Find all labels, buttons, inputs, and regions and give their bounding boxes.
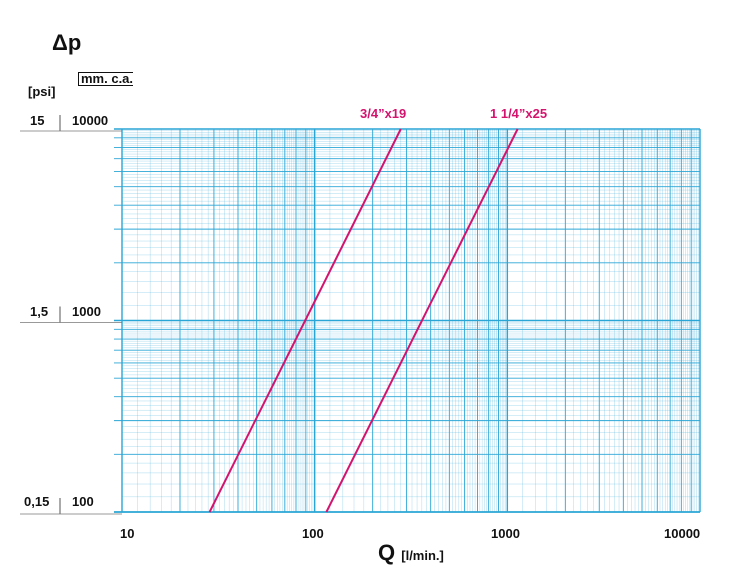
x-axis-title-text: Q — [378, 540, 396, 565]
y-tick-label-psi: 0,15 — [24, 494, 50, 509]
y-tick-label-mm: 100 — [72, 494, 94, 509]
series-label: 1 1/4”x25 — [490, 106, 548, 121]
chart-grid — [114, 128, 701, 513]
y-tick-label-mm: 10000 — [72, 113, 109, 128]
x-tick-label: 100 — [302, 526, 324, 541]
y-axis-unit-mm-text: mm. c.a. — [78, 72, 134, 86]
x-tick-label: 10 — [120, 526, 135, 541]
y-axis-title: Δp — [52, 30, 82, 55]
series-label: 3/4”x19 — [360, 106, 407, 121]
chart-curves — [208, 128, 519, 513]
x-tick-label: 10000 — [664, 526, 701, 541]
y-axis-unit-mm: mm. c.a. — [78, 72, 134, 86]
y-tick-label-psi: 1,5 — [30, 304, 49, 319]
y-axis-unit-psi: [psi] — [28, 84, 56, 99]
psi-separators — [20, 115, 122, 515]
series-line — [325, 128, 519, 513]
y-tick-label-psi: 15 — [30, 113, 45, 128]
series-line — [208, 128, 402, 513]
x-axis-unit: [l/min.] — [401, 548, 444, 563]
x-axis-title: Q [l/min.] — [378, 540, 444, 566]
y-tick-label-mm: 1000 — [72, 304, 101, 319]
x-tick-label: 1000 — [491, 526, 520, 541]
